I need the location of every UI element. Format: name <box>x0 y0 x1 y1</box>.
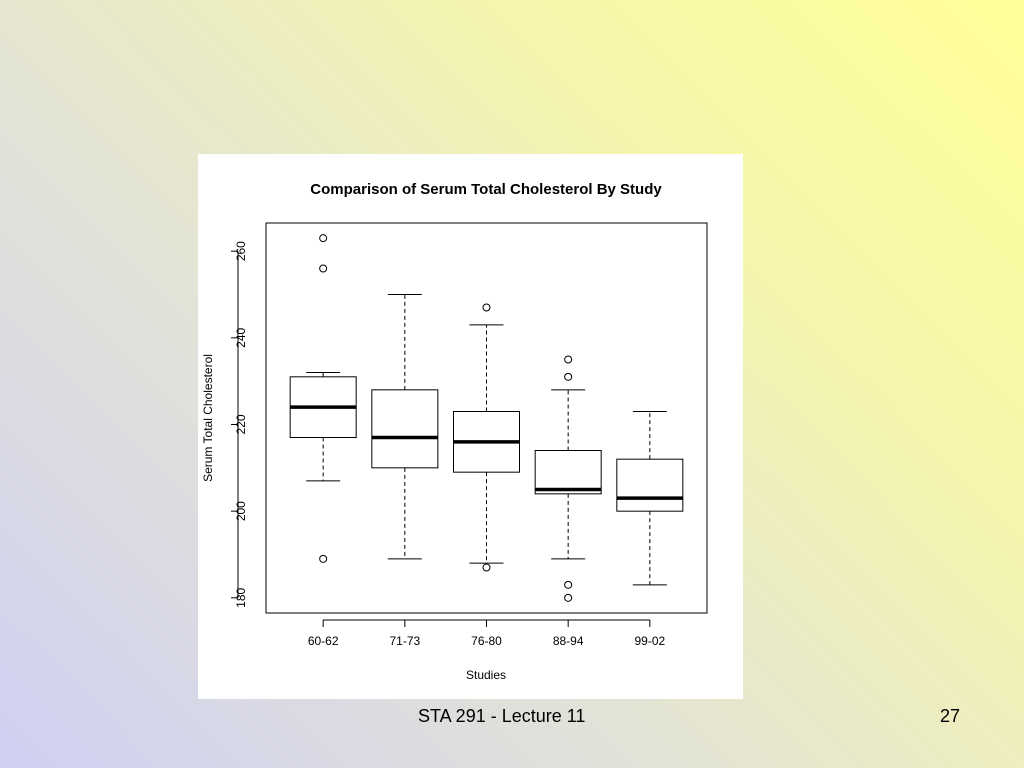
outlier-point <box>482 563 491 572</box>
y-tick-label: 260 <box>234 241 248 261</box>
outlier-point <box>564 372 573 381</box>
y-axis: 180 200 220 240 260 <box>231 241 248 608</box>
x-axis: 60-62 71-73 76-80 88-94 99-02 <box>308 619 665 648</box>
y-tick-label: 240 <box>234 328 248 348</box>
outlier-point <box>319 264 328 273</box>
y-tick-label: 180 <box>234 588 248 608</box>
iqr-box <box>534 450 602 495</box>
plot-frame <box>265 222 708 614</box>
x-tick-label: 71-73 <box>389 634 420 648</box>
outlier-point <box>564 355 573 364</box>
chart-title: Comparison of Serum Total Cholesterol By… <box>310 181 662 198</box>
outlier-point <box>564 580 573 589</box>
x-tick-label: 76-80 <box>471 634 502 648</box>
outlier-point <box>319 554 328 563</box>
chart-panel: Comparison of Serum Total Cholesterol By… <box>198 154 743 699</box>
outlier-point <box>482 303 491 312</box>
x-tick-label: 88-94 <box>553 634 584 648</box>
footer-lecture-title: STA 291 - Lecture 11 <box>418 706 586 726</box>
box-76-80 <box>453 303 520 572</box>
y-axis-label: Serum Total Cholesterol <box>201 354 215 482</box>
boxplot-chart: Comparison of Serum Total Cholesterol By… <box>201 181 708 682</box>
x-tick-label: 60-62 <box>308 634 339 648</box>
slide-number: 27 <box>940 706 961 726</box>
iqr-box <box>371 389 439 469</box>
box-99-02 <box>616 411 684 586</box>
x-tick-label: 99-02 <box>634 634 665 648</box>
box-60-62 <box>289 234 357 563</box>
iqr-box <box>616 458 684 512</box>
box-71-73 <box>371 294 439 560</box>
y-tick-label: 200 <box>234 501 248 521</box>
outlier-point <box>319 234 328 243</box>
box-88-94 <box>534 355 602 602</box>
x-axis-label: Studies <box>466 668 506 682</box>
outlier-point <box>564 593 573 602</box>
y-tick-label: 220 <box>234 414 248 434</box>
box-series <box>289 234 684 602</box>
